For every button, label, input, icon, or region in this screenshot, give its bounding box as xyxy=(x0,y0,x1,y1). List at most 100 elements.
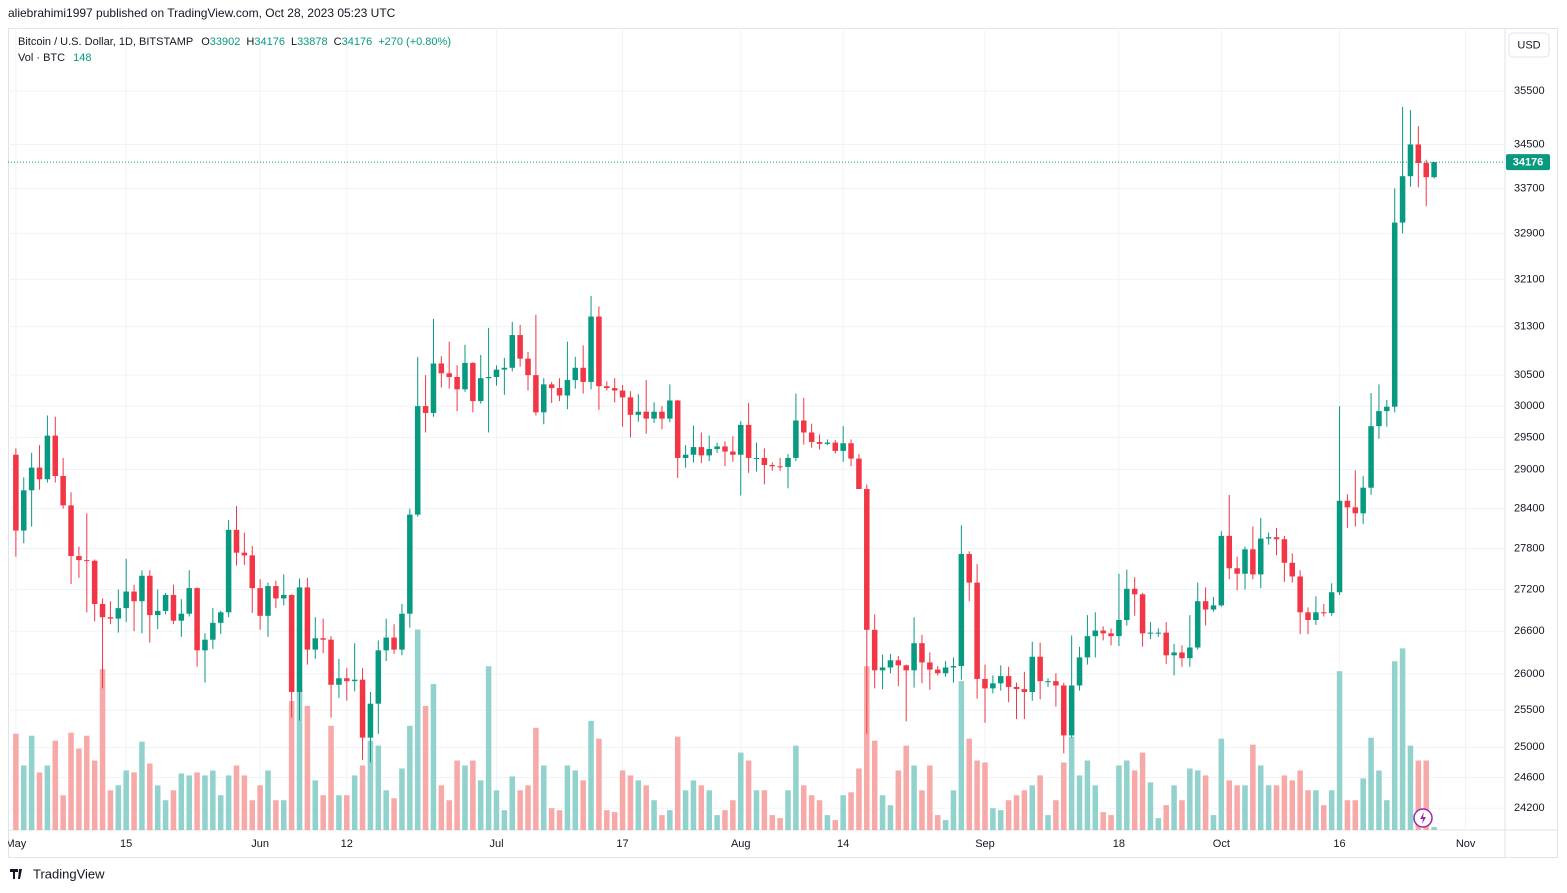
candle-body xyxy=(1021,689,1028,693)
volume-bar xyxy=(485,666,492,830)
candle-body xyxy=(344,678,350,682)
logo-mark xyxy=(10,869,22,879)
candle-body xyxy=(997,676,1004,684)
candle-body xyxy=(903,665,909,671)
candle-body xyxy=(383,637,389,651)
volume-bar xyxy=(1108,815,1114,830)
volume-bar xyxy=(1053,800,1059,830)
candle-body xyxy=(501,367,508,370)
volume-bar xyxy=(131,772,137,830)
candle-body xyxy=(1242,549,1248,574)
volume-bar xyxy=(336,795,342,830)
volume-bar xyxy=(1005,800,1012,830)
candle-body xyxy=(808,432,815,442)
volume-bar xyxy=(383,790,389,830)
candle-body xyxy=(147,575,153,616)
volume-bar xyxy=(28,735,35,830)
candle-body xyxy=(257,588,263,616)
candle-body xyxy=(1100,630,1106,634)
volume-bar xyxy=(249,800,256,830)
candle-body xyxy=(1305,612,1311,620)
volume-bar xyxy=(407,725,413,830)
candle-body xyxy=(856,458,862,489)
candle-body xyxy=(840,443,846,451)
volume-bar xyxy=(367,740,374,830)
volume-bar xyxy=(887,805,894,830)
candle-body xyxy=(217,612,224,623)
footer-text: TradingView xyxy=(33,866,105,881)
candle-body xyxy=(1061,685,1067,736)
volume-bar xyxy=(816,800,823,830)
volume-bar xyxy=(698,785,705,830)
candle-body xyxy=(801,420,807,433)
volume-bar xyxy=(178,773,185,830)
candle-body xyxy=(706,448,712,456)
volume-bar xyxy=(1321,805,1327,830)
volume-bar xyxy=(1234,785,1240,830)
candle-body xyxy=(493,369,500,377)
y-tick-label: 34500 xyxy=(1514,138,1545,150)
volume-bar xyxy=(737,752,744,830)
volume-bar xyxy=(154,785,161,830)
icon-bolt[interactable] xyxy=(1420,812,1426,824)
candle-body xyxy=(832,442,839,451)
candle-body xyxy=(1108,633,1114,637)
volume-bar xyxy=(391,798,397,830)
candle-body xyxy=(517,335,523,359)
volume-bar xyxy=(1391,661,1398,830)
candle-body xyxy=(761,457,768,466)
volume-bar xyxy=(257,785,263,830)
candle-body xyxy=(1139,594,1146,634)
candle-body xyxy=(990,683,996,689)
volume-bar xyxy=(517,790,523,830)
volume-bar xyxy=(217,795,224,830)
volume-bar xyxy=(1218,738,1225,830)
x-tick-label: 17 xyxy=(616,838,628,850)
candle-body xyxy=(1116,619,1122,637)
candle-body xyxy=(864,488,870,630)
volume-bar xyxy=(651,800,657,830)
volume-bar xyxy=(556,810,563,830)
candle-body xyxy=(194,588,200,651)
volume-bar xyxy=(572,770,579,830)
volume-bar xyxy=(1171,785,1177,830)
candle-body xyxy=(438,363,445,374)
candle-body xyxy=(871,629,878,671)
volume-bar xyxy=(942,820,949,830)
candle-body xyxy=(76,556,82,561)
volume-bar xyxy=(422,705,429,830)
candle-body xyxy=(635,411,642,415)
candle-body xyxy=(596,316,602,387)
candle-body xyxy=(887,660,894,668)
candle-body xyxy=(816,441,823,444)
currency-label[interactable]: USD xyxy=(1517,39,1540,51)
candle-body xyxy=(202,639,208,651)
x-tick-label: Oct xyxy=(1213,838,1230,850)
volume-bar xyxy=(856,768,862,830)
volume-bar xyxy=(832,820,839,830)
candle-body xyxy=(13,454,19,531)
candle-body xyxy=(470,362,476,402)
candle-body xyxy=(556,388,563,396)
candle-body xyxy=(367,703,374,738)
volume-bar xyxy=(1226,780,1232,830)
x-tick-label: May xyxy=(5,838,26,850)
volume-bar xyxy=(115,785,122,830)
candle-body xyxy=(572,367,579,381)
candle-body xyxy=(1037,656,1043,682)
volume-bar xyxy=(643,785,649,830)
candle-body xyxy=(1376,411,1382,427)
volume-bar xyxy=(1131,770,1138,830)
volume-bar xyxy=(919,790,925,830)
lightning-icon[interactable] xyxy=(1413,808,1433,828)
candle-body xyxy=(1155,632,1162,634)
volume-bar xyxy=(170,790,177,830)
ohlc-value: 34176 xyxy=(342,36,373,48)
candle-body xyxy=(399,613,405,650)
y-tick-label: 29000 xyxy=(1514,463,1545,475)
volume-bar xyxy=(1273,785,1280,830)
volume-bar xyxy=(1368,737,1374,830)
candle-body xyxy=(21,490,27,531)
currency-button[interactable] xyxy=(1508,32,1550,58)
volume-bar xyxy=(706,790,712,830)
